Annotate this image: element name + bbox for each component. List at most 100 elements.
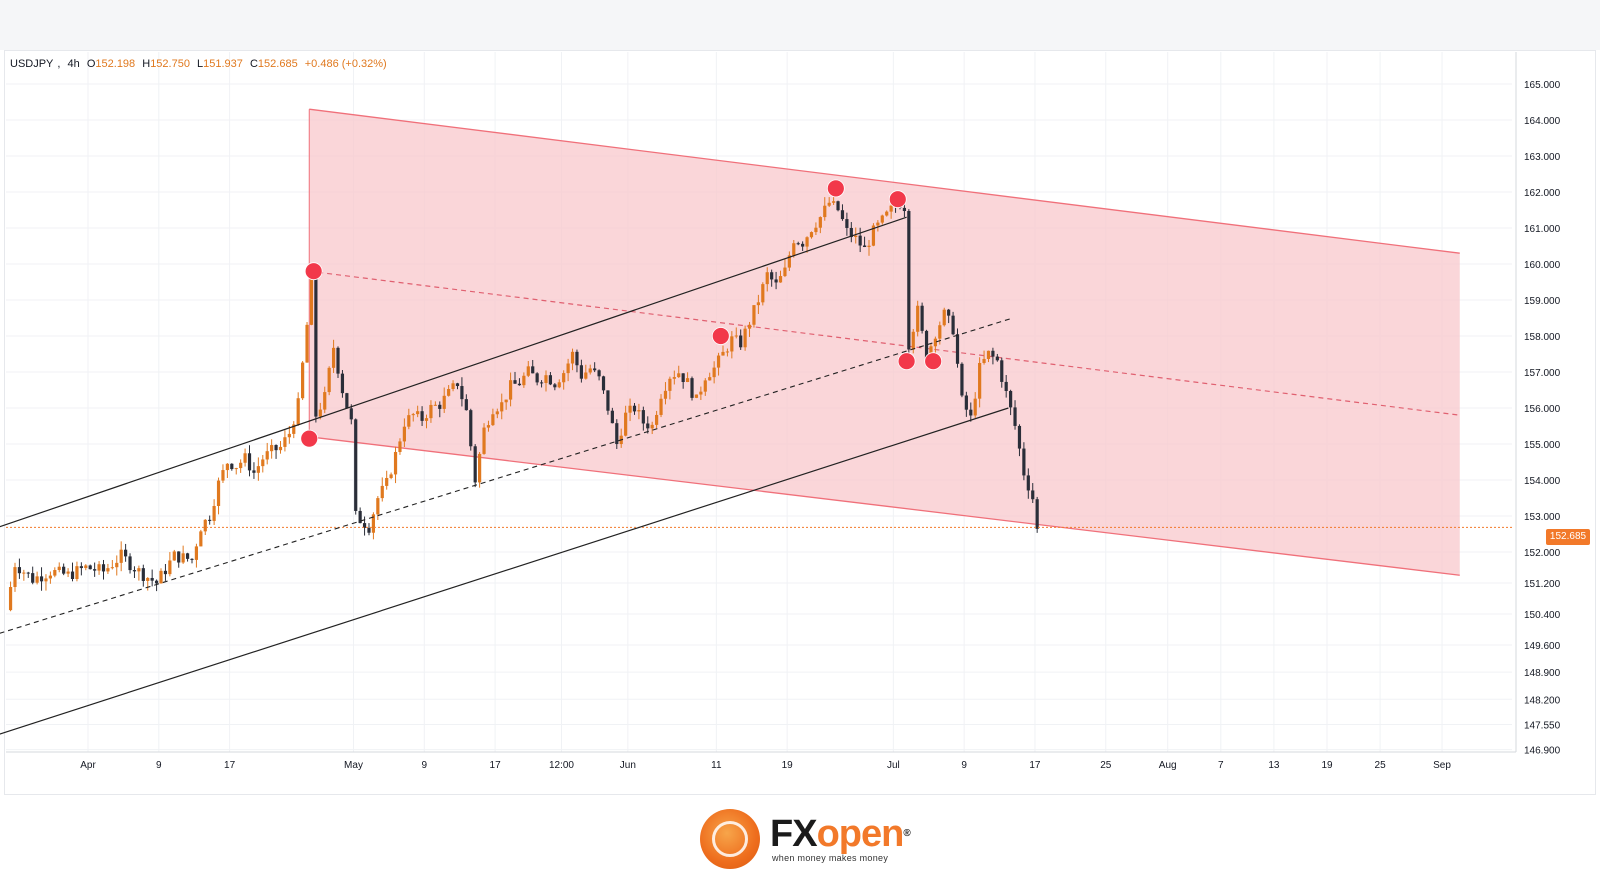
candle-body	[862, 245, 867, 248]
candle	[513, 371, 517, 384]
candle-body	[137, 568, 141, 572]
candle	[79, 562, 83, 576]
candle	[354, 418, 358, 515]
candle-body	[938, 325, 942, 339]
candle	[57, 562, 61, 573]
candle	[349, 404, 353, 425]
footer-band	[0, 795, 1600, 879]
candle-body	[517, 383, 522, 386]
top-band	[0, 0, 1600, 50]
candle	[593, 362, 597, 373]
candle	[371, 512, 376, 540]
price-tick-label: 156.000	[1524, 404, 1561, 415]
candle	[234, 467, 238, 475]
candle-body	[314, 272, 318, 417]
candle	[920, 302, 924, 334]
candle-body	[354, 419, 358, 511]
candle	[969, 402, 973, 422]
candle	[1035, 496, 1039, 533]
candle	[181, 545, 185, 564]
candle	[734, 327, 738, 339]
candle	[128, 553, 132, 574]
candle	[694, 394, 699, 399]
candle	[146, 577, 150, 591]
candle	[411, 412, 415, 422]
candle-body	[420, 411, 424, 421]
candle-body	[270, 445, 274, 452]
open-label: O	[86, 58, 96, 70]
candle-body	[159, 570, 163, 584]
candle	[292, 421, 296, 439]
candle-body	[1013, 407, 1017, 426]
candle	[876, 220, 880, 232]
candle-body	[292, 424, 296, 434]
candle-body	[548, 375, 553, 385]
candle-body	[35, 576, 39, 583]
candle	[588, 364, 592, 375]
candle-body	[659, 398, 663, 415]
candle	[84, 564, 88, 571]
candle	[1000, 357, 1004, 388]
candle	[840, 204, 845, 221]
candle	[265, 442, 269, 465]
candle	[991, 347, 995, 365]
symbol-legend: USDJPY, 4h O152.198 H152.750 L151.937 C1…	[10, 58, 387, 70]
time-tick-label: Sep	[1433, 760, 1451, 771]
candle-body	[593, 368, 597, 371]
candle-body	[106, 568, 110, 572]
candle-body	[132, 570, 137, 572]
candle-body	[845, 219, 849, 228]
candle	[345, 392, 349, 409]
candle-body	[208, 519, 212, 521]
candle-body	[234, 468, 238, 470]
pivot-marker	[304, 262, 323, 281]
candle	[712, 361, 716, 384]
candle	[31, 566, 35, 585]
price-channel	[308, 108, 1460, 576]
price-tick-label: 159.000	[1524, 296, 1561, 307]
brand-wordmark: FXopen®	[770, 813, 911, 855]
candle-body	[712, 367, 716, 378]
candle-body	[694, 394, 699, 398]
candle-body	[668, 378, 672, 391]
rising-trendline-lower	[0, 407, 1009, 735]
candle	[553, 383, 557, 391]
candle-body	[79, 566, 83, 569]
candle-body	[544, 375, 548, 383]
candle-body	[177, 551, 181, 563]
candle	[455, 382, 460, 390]
candle	[177, 551, 181, 568]
rising-trendline-upper	[0, 216, 907, 528]
candle	[70, 562, 75, 582]
candle	[398, 438, 402, 455]
candle-body	[982, 358, 986, 363]
candle	[624, 405, 628, 437]
candle-body	[416, 411, 420, 415]
price-tick-label: 149.600	[1524, 641, 1561, 652]
candle-body	[469, 410, 473, 447]
candle-body	[336, 347, 340, 374]
candle	[75, 561, 79, 582]
candle	[225, 463, 229, 478]
candle-body	[655, 414, 659, 425]
candle	[659, 394, 663, 418]
candle	[849, 222, 853, 243]
close-value: 152.685	[257, 58, 298, 70]
candle	[960, 362, 964, 398]
candle	[650, 421, 654, 435]
candle-body	[584, 372, 588, 379]
candle-body	[832, 201, 836, 203]
candle-body	[902, 207, 907, 212]
candle	[44, 574, 48, 591]
candle-body	[730, 336, 734, 352]
candle-body	[464, 399, 468, 411]
candle-body	[960, 363, 964, 396]
candle	[690, 376, 694, 401]
candle	[88, 564, 92, 570]
candle-body	[331, 347, 336, 368]
candle-body	[1026, 475, 1030, 491]
candle-body	[305, 324, 309, 363]
price-tick-label: 154.000	[1524, 476, 1561, 487]
trendlines	[0, 216, 1512, 735]
